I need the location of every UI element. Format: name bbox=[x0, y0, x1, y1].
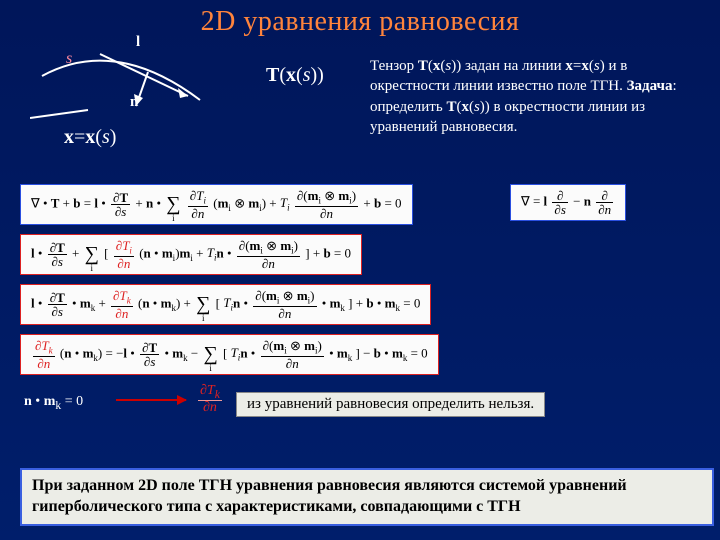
tensor-label: T(x(s)) bbox=[266, 64, 324, 87]
curve-diagram: s l n x=x(s) T(x(s)) bbox=[30, 40, 270, 160]
conclusion-box: При заданном 2D поле ТГН уравнения равно… bbox=[20, 468, 714, 526]
nm-zero: n • mk = 0 bbox=[24, 394, 83, 412]
curve-label: x=x(s) bbox=[64, 126, 116, 149]
l-label: l bbox=[136, 34, 140, 51]
implies-arrow bbox=[116, 399, 186, 401]
s-label: s bbox=[66, 50, 72, 68]
eq3: l • ∂T∂s • mk + ∂Tk∂n (n • mk) + ∑ [ Tin… bbox=[20, 284, 431, 325]
note-box: из уравнений равновесия определить нельз… bbox=[236, 392, 545, 417]
chord-short bbox=[30, 110, 88, 118]
slide-title: 2D уравнения равновесия bbox=[0, 0, 720, 38]
eq1: ∇ • T + b = l • ∂T∂s + n • ∑ ∂Ti∂n (mi ⊗… bbox=[20, 184, 413, 225]
eq2: l • ∂T∂s + ∑ [ ∂Ti∂n (n • mi)mi + Tin • … bbox=[20, 234, 362, 275]
dt-dn: ∂Tk∂n bbox=[196, 384, 224, 415]
eq-nabla: ∇ = l ∂∂s − n ∂∂n bbox=[510, 184, 626, 221]
eq4: ∂Tk∂n (n • mk) = −l • ∂T∂s • mk − ∑ [ Ti… bbox=[20, 334, 439, 375]
l-vector bbox=[100, 54, 188, 96]
problem-statement: Тензор T(x(s)) задан на линии x=x(s) и в… bbox=[370, 56, 700, 137]
n-label: n bbox=[130, 94, 138, 111]
